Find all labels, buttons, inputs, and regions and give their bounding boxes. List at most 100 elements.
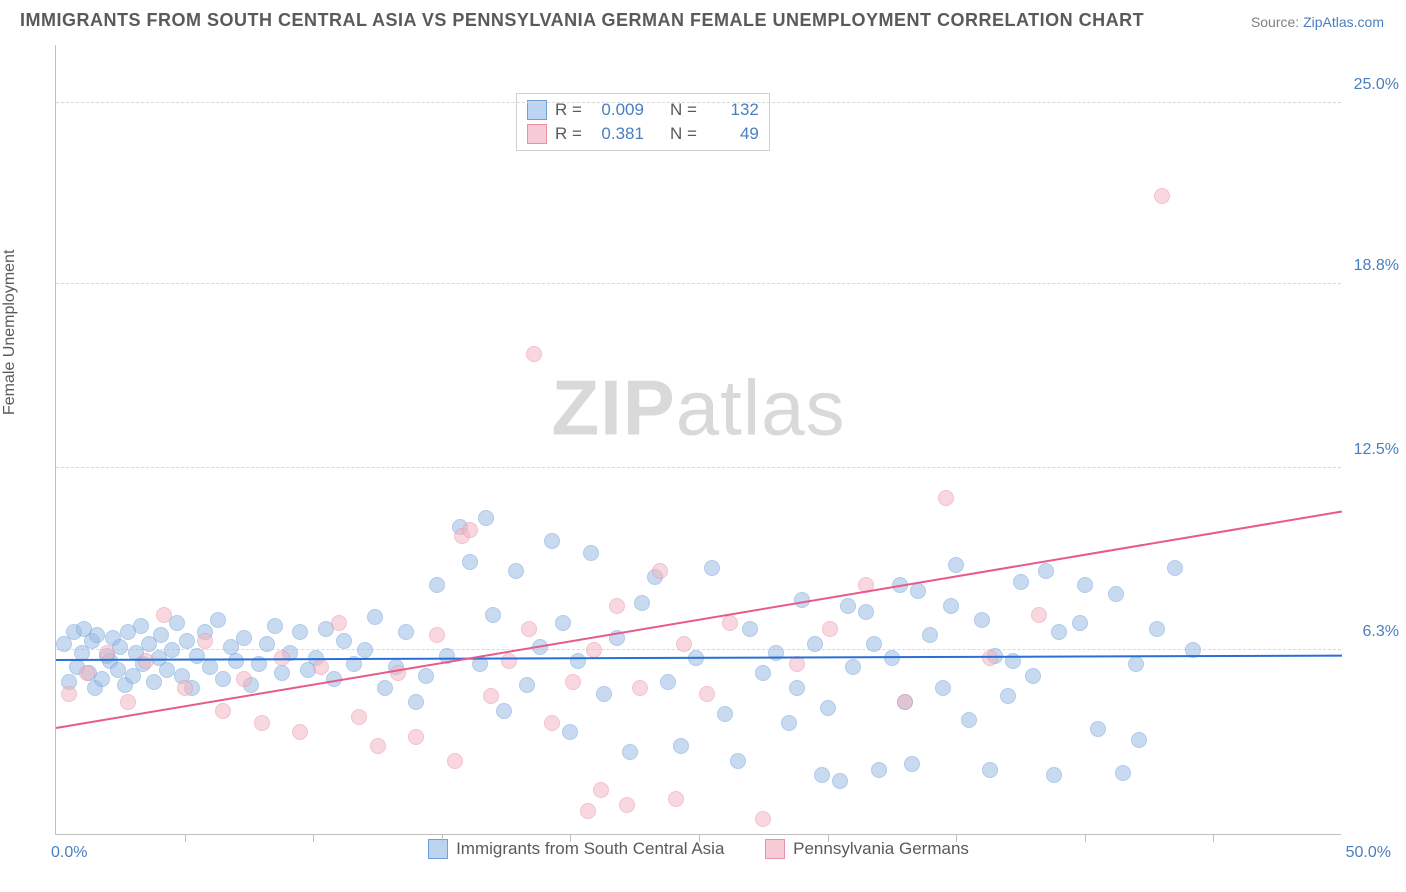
scatter-point — [1115, 765, 1131, 781]
x-tick — [1085, 834, 1086, 842]
scatter-point — [146, 674, 162, 690]
y-tick-label: 12.5% — [1354, 441, 1399, 459]
scatter-point — [313, 659, 329, 675]
legend-item: Immigrants from South Central Asia — [428, 839, 724, 859]
scatter-point — [904, 756, 920, 772]
scatter-point — [408, 729, 424, 745]
scatter-point — [254, 715, 270, 731]
scatter-point — [938, 490, 954, 506]
scatter-point — [755, 665, 771, 681]
scatter-point — [133, 618, 149, 634]
stat-n-label: N = — [670, 100, 697, 120]
scatter-point — [377, 680, 393, 696]
scatter-point — [596, 686, 612, 702]
scatter-point — [429, 577, 445, 593]
scatter-point — [521, 621, 537, 637]
stat-n-label: N = — [670, 124, 697, 144]
scatter-point — [418, 668, 434, 684]
y-tick-label: 25.0% — [1354, 76, 1399, 94]
scatter-point — [660, 674, 676, 690]
scatter-point — [228, 653, 244, 669]
scatter-point — [189, 648, 205, 664]
scatter-point — [544, 715, 560, 731]
scatter-point — [501, 653, 517, 669]
source-label: Source: — [1251, 14, 1299, 30]
scatter-point — [622, 744, 638, 760]
gridline — [56, 283, 1341, 284]
legend-item: Pennsylvania Germans — [765, 839, 969, 859]
scatter-point — [586, 642, 602, 658]
swatch-icon — [527, 124, 547, 144]
scatter-point — [668, 791, 684, 807]
scatter-point — [910, 583, 926, 599]
watermark-light: atlas — [676, 363, 846, 451]
scatter-point — [897, 694, 913, 710]
scatter-point — [755, 811, 771, 827]
scatter-point — [974, 612, 990, 628]
scatter-point — [948, 557, 964, 573]
x-tick — [313, 834, 314, 842]
scatter-point — [580, 803, 596, 819]
x-tick — [185, 834, 186, 842]
scatter-point — [722, 615, 738, 631]
scatter-point — [153, 627, 169, 643]
chart-title: IMMIGRANTS FROM SOUTH CENTRAL ASIA VS PE… — [20, 10, 1144, 31]
stat-r-label: R = — [555, 124, 582, 144]
scatter-point — [730, 753, 746, 769]
scatter-point — [593, 782, 609, 798]
scatter-point — [1149, 621, 1165, 637]
scatter-point — [259, 636, 275, 652]
scatter-point — [159, 662, 175, 678]
scatter-point — [462, 554, 478, 570]
scatter-point — [370, 738, 386, 754]
x-tick — [570, 834, 571, 842]
gridline — [56, 649, 1341, 650]
scatter-point — [619, 797, 635, 813]
scatter-point — [478, 510, 494, 526]
swatch-icon — [527, 100, 547, 120]
scatter-point — [496, 703, 512, 719]
scatter-point — [94, 671, 110, 687]
watermark-bold: ZIP — [551, 363, 675, 451]
scatter-point — [1108, 586, 1124, 602]
scatter-point — [1046, 767, 1062, 783]
scatter-point — [485, 607, 501, 623]
stat-r-value: 0.009 — [590, 100, 644, 120]
scatter-point — [1128, 656, 1144, 672]
scatter-point — [210, 612, 226, 628]
scatter-point — [1154, 188, 1170, 204]
gridline — [56, 467, 1341, 468]
scatter-point — [781, 715, 797, 731]
x-axis-max-label: 50.0% — [1346, 844, 1391, 862]
gridline — [56, 102, 1341, 103]
swatch-icon — [428, 839, 448, 859]
scatter-point — [555, 615, 571, 631]
scatter-point — [845, 659, 861, 675]
scatter-point — [79, 665, 95, 681]
scatter-point — [583, 545, 599, 561]
scatter-point — [673, 738, 689, 754]
scatter-point — [164, 642, 180, 658]
scatter-point — [236, 630, 252, 646]
scatter-point — [1090, 721, 1106, 737]
source-link[interactable]: ZipAtlas.com — [1303, 14, 1384, 30]
scatter-point — [742, 621, 758, 637]
scatter-point — [156, 607, 172, 623]
swatch-icon — [765, 839, 785, 859]
stat-n-value: 49 — [705, 124, 759, 144]
scatter-point — [429, 627, 445, 643]
scatter-point — [1038, 563, 1054, 579]
scatter-point — [1077, 577, 1093, 593]
scatter-point — [632, 680, 648, 696]
scatter-point — [120, 694, 136, 710]
scatter-point — [1167, 560, 1183, 576]
scatter-point — [544, 533, 560, 549]
scatter-point — [1072, 615, 1088, 631]
scatter-point — [331, 615, 347, 631]
scatter-point — [1131, 732, 1147, 748]
scatter-point — [871, 762, 887, 778]
scatter-point — [367, 609, 383, 625]
series-legend: Immigrants from South Central Asia Penns… — [56, 839, 1341, 864]
scatter-point — [699, 686, 715, 702]
scatter-point — [292, 724, 308, 740]
